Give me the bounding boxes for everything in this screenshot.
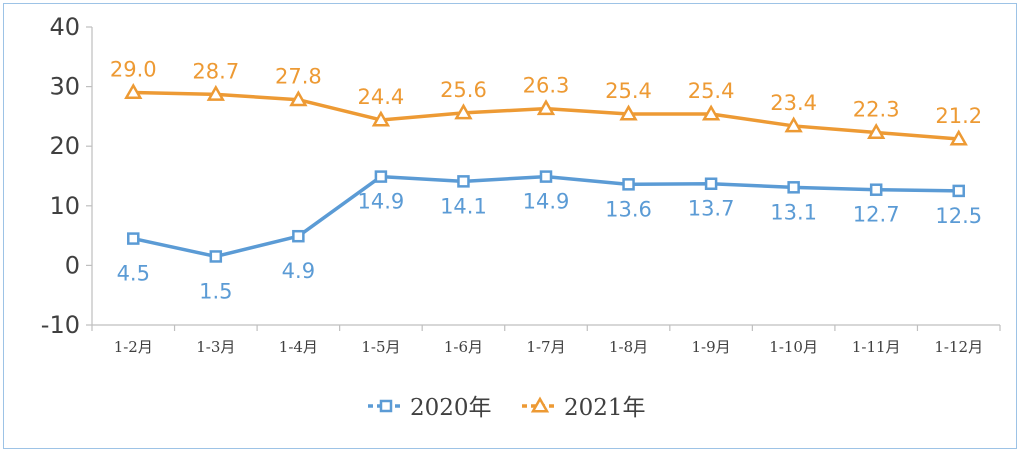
data-label: 27.8 — [275, 65, 322, 89]
y-axis-ticks: 40 30 20 10 0 -10 — [41, 13, 92, 339]
data-label: 24.4 — [358, 85, 405, 109]
data-label: 21.2 — [935, 104, 982, 128]
data-label: 4.5 — [117, 262, 150, 286]
data-point-square — [127, 232, 140, 245]
series-markers — [124, 83, 968, 263]
chart-frame — [3, 3, 1017, 449]
data-label: 25.4 — [605, 79, 652, 103]
y-tick-label: 0 — [65, 251, 80, 279]
data-point-triangle — [536, 99, 556, 116]
data-point-square — [374, 170, 388, 183]
x-tick-label: 1-7月 — [526, 338, 565, 356]
data-point-square — [457, 175, 470, 188]
data-label: 4.9 — [282, 259, 315, 283]
data-point-triangle — [867, 122, 886, 139]
data-labels: 4.5 1.5 4.9 14.9 14.1 14.9 13.6 13.7 13.1 12.7 12.… — [110, 58, 982, 304]
data-point-square — [787, 181, 800, 194]
data-point-triangle — [454, 103, 473, 120]
x-tick-label: 1-3月 — [196, 338, 235, 356]
data-label: 14.1 — [440, 194, 487, 218]
x-tick-label: 1-12月 — [934, 338, 983, 356]
data-label: 13.1 — [770, 200, 817, 224]
data-point-triangle — [784, 116, 803, 133]
x-axis-ticks: 1-2月 1-3月 1-4月 1-5月 1-6月 1-7月 1-8月 1-9月 1-10月 1-1… — [91, 325, 1001, 356]
data-label: 25.6 — [440, 78, 487, 102]
data-label: 22.3 — [853, 97, 900, 121]
x-tick-label: 1-4月 — [279, 338, 318, 356]
y-tick-label: 40 — [49, 13, 80, 41]
data-point-square — [539, 170, 553, 183]
x-tick-label: 1-10月 — [769, 338, 818, 356]
y-tick-label: -10 — [41, 311, 80, 339]
legend-label: 2021年 — [564, 395, 646, 421]
data-label: 25.4 — [688, 79, 735, 103]
y-tick-label: 20 — [49, 132, 80, 160]
x-tick-label: 1-8月 — [609, 338, 648, 356]
data-label: 29.0 — [110, 58, 157, 82]
data-point-square — [292, 229, 305, 243]
data-label: 14.9 — [523, 190, 570, 214]
data-point-square — [952, 184, 965, 198]
x-tick-label: 1-5月 — [361, 338, 400, 356]
data-point-triangle — [949, 129, 968, 146]
data-point-triangle — [619, 104, 638, 121]
x-tick-label: 1-2月 — [114, 338, 153, 356]
data-label: 14.9 — [358, 190, 405, 214]
data-point-square — [622, 178, 635, 191]
data-label: 12.5 — [935, 204, 982, 228]
data-point-square — [704, 177, 718, 190]
data-label: 12.7 — [853, 203, 900, 227]
data-point-triangle — [701, 104, 721, 121]
data-point-triangle — [371, 110, 391, 127]
axes — [91, 27, 1000, 326]
legend-label: 2020年 — [410, 395, 492, 421]
legend: 2020年 2021年 — [368, 395, 646, 421]
data-point-triangle — [289, 90, 308, 107]
y-tick-label: 10 — [49, 192, 80, 220]
data-label: 1.5 — [199, 279, 232, 303]
data-label: 28.7 — [192, 59, 239, 83]
y-tick-label: 30 — [49, 73, 80, 101]
legend-swatch-marker — [530, 396, 550, 413]
data-label: 13.6 — [605, 197, 652, 221]
data-label: 26.3 — [523, 74, 570, 98]
data-label: 23.4 — [770, 91, 817, 115]
data-point-square — [869, 183, 883, 196]
series-line-square — [131, 174, 961, 259]
data-point-triangle — [206, 84, 225, 101]
x-tick-label: 1-11月 — [852, 338, 901, 356]
legend-swatch-marker — [379, 399, 393, 413]
x-tick-label: 1-6月 — [444, 338, 483, 356]
x-tick-label: 1-9月 — [692, 338, 731, 356]
data-point-triangle — [124, 83, 143, 100]
data-point-square — [209, 250, 223, 263]
data-label: 13.7 — [688, 197, 735, 221]
